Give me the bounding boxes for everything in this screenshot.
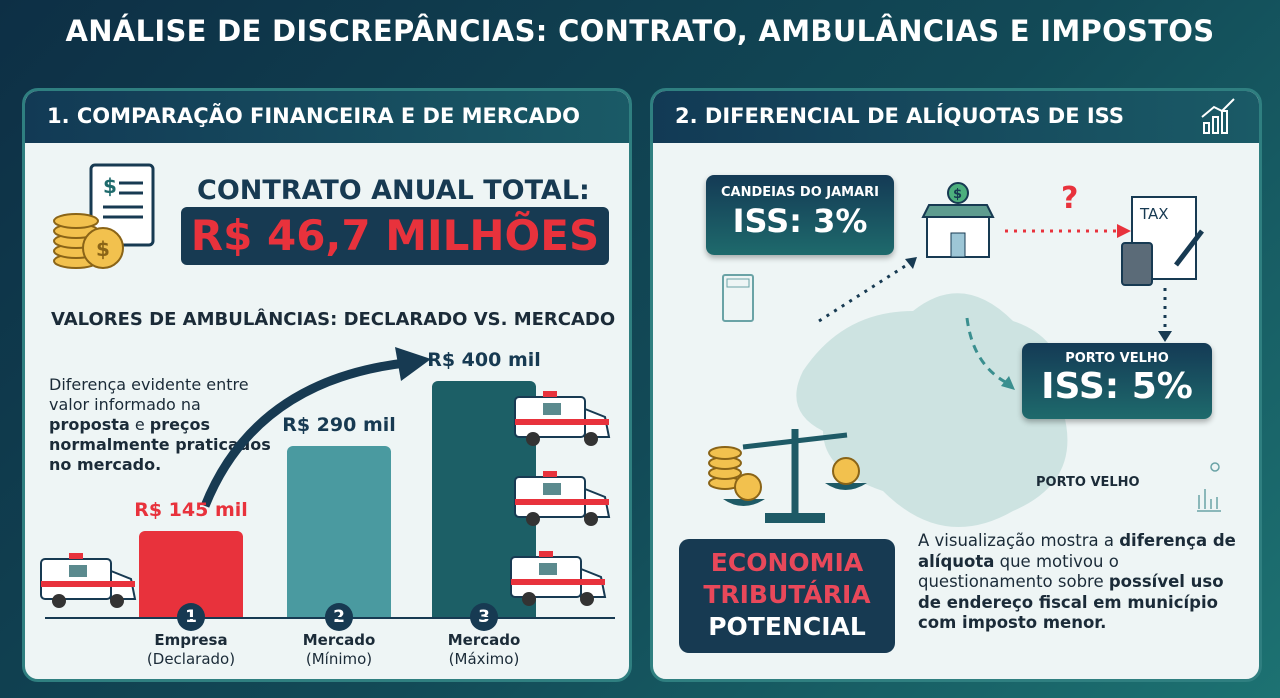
iss-rate: ISS: 5% <box>1041 366 1193 407</box>
growth-chart-icon <box>1201 98 1235 134</box>
store-icon: $ <box>921 182 995 258</box>
bar-value-label: R$ 400 mil <box>427 349 541 371</box>
ambulance-icon <box>509 551 609 607</box>
tax-document-icon: TAX <box>1121 196 1204 286</box>
panel-header: 1. COMPARAÇÃO FINANCEIRA E DE MERCADO <box>25 91 629 143</box>
panel-header: 2. DIFERENCIAL DE ALÍQUOTAS DE ISS <box>653 91 1259 143</box>
bar-2 <box>287 445 391 617</box>
rondonia-map <box>796 293 1068 527</box>
svg-text:$: $ <box>103 174 117 198</box>
map-label: PORTO VELHO <box>1036 475 1140 490</box>
financial-comparison-panel: 1. COMPARAÇÃO FINANCEIRA E DE MERCADO $ … <box>22 88 632 682</box>
bar-1 <box>139 531 243 617</box>
question-mark: ? <box>1061 181 1079 216</box>
ambulance-icon <box>513 391 613 447</box>
contract-coins-icon: $ $ <box>53 163 155 269</box>
city-name: PORTO VELHO <box>1065 351 1169 366</box>
chart-baseline <box>45 617 615 619</box>
svg-text:$: $ <box>96 237 110 261</box>
iss-rate-panel: 2. DIFERENCIAL DE ALÍQUOTAS DE ISS CANDE… <box>650 88 1262 682</box>
porto-velho-iss-box: PORTO VELHO ISS: 5% <box>1022 343 1212 419</box>
dashed-teal-arrow <box>965 317 1015 390</box>
ambulance-icon <box>39 553 139 609</box>
bar-value-label: R$ 145 mil <box>134 499 248 522</box>
calculator-icon <box>722 274 754 322</box>
economia-line: POTENCIAL <box>708 612 866 641</box>
down-arrow <box>1158 288 1172 342</box>
scale-coins-icon <box>708 429 867 523</box>
growth-arrow-icon <box>200 347 431 508</box>
tax-label: TAX <box>1139 205 1169 223</box>
contract-label: CONTRATO ANUAL TOTAL: <box>197 175 590 206</box>
chart-title: VALORES DE AMBULÂNCIAS: DECLARADO VS. ME… <box>51 309 616 330</box>
chart-note: Diferença evidente entre valor informado… <box>49 375 271 474</box>
iss-rate: ISS: 3% <box>732 202 868 240</box>
location-chart-icon <box>1197 462 1221 512</box>
economia-line: ECONOMIA <box>710 548 864 577</box>
explanation-paragraph: A visualização mostra a diferença de alí… <box>918 531 1236 632</box>
bar-value-label: R$ 290 mil <box>282 413 396 436</box>
bar-category-label: Mercado (Mínimo) <box>302 631 376 668</box>
city-name: CANDEIAS DO JAMARI <box>720 185 880 200</box>
svg-text:$: $ <box>953 187 962 202</box>
bar-category-label: Mercado (Máximo) <box>447 631 521 668</box>
red-dotted-arrow <box>1005 224 1131 238</box>
dotted-arrow <box>818 257 917 323</box>
bar-category-label: Empresa (Declarado) <box>146 631 236 668</box>
contract-value: R$ 46,7 MILHÕES <box>181 207 609 265</box>
economia-box: ECONOMIA TRIBUTÁRIA POTENCIAL <box>679 539 895 653</box>
candeias-iss-box: CANDEIAS DO JAMARI ISS: 3% <box>706 175 894 255</box>
page-title: ANÁLISE DE DISCREPÂNCIAS: CONTRATO, AMBU… <box>65 14 1215 48</box>
ambulance-icon <box>513 471 613 527</box>
economia-line: TRIBUTÁRIA <box>703 580 871 609</box>
